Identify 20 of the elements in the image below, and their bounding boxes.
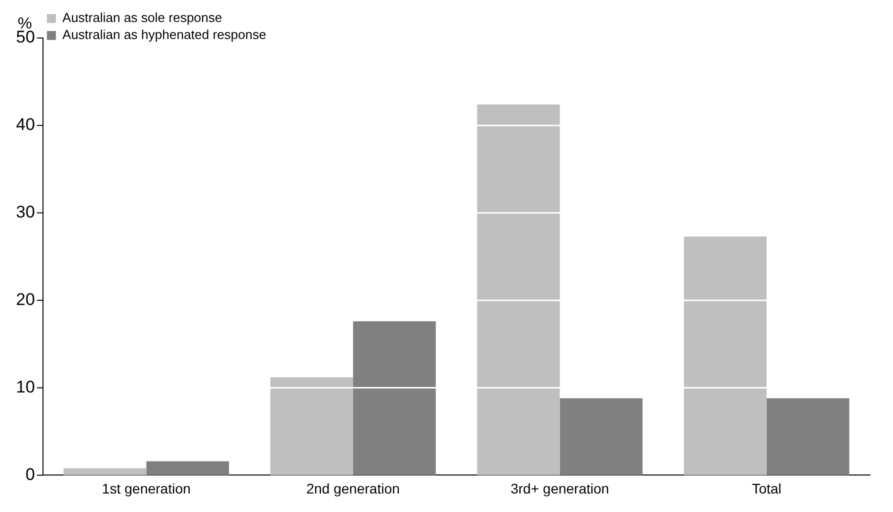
bar xyxy=(477,104,560,476)
bar xyxy=(684,236,767,476)
bar xyxy=(64,468,146,476)
bar xyxy=(270,377,354,476)
y-tick-label: 30 xyxy=(16,202,35,222)
y-tick-label: 40 xyxy=(16,115,35,134)
legend-label: Australian as hyphenated response xyxy=(62,27,266,42)
y-tick-label: 0 xyxy=(25,464,35,484)
y-tick-label: 10 xyxy=(16,377,35,396)
y-tick-label: 20 xyxy=(16,290,35,310)
legend-label: Australian as sole response xyxy=(62,10,222,26)
bar xyxy=(766,398,850,476)
x-tick-label: 2nd generation xyxy=(306,480,400,496)
bar xyxy=(146,461,230,476)
y-tick-label: 50 xyxy=(16,28,35,47)
bar xyxy=(560,398,643,476)
bar xyxy=(353,321,436,476)
x-tick-label: Total xyxy=(752,480,782,496)
x-tick-label: 1st generation xyxy=(102,480,191,496)
x-tick-label: 3rd+ generation xyxy=(510,480,610,496)
